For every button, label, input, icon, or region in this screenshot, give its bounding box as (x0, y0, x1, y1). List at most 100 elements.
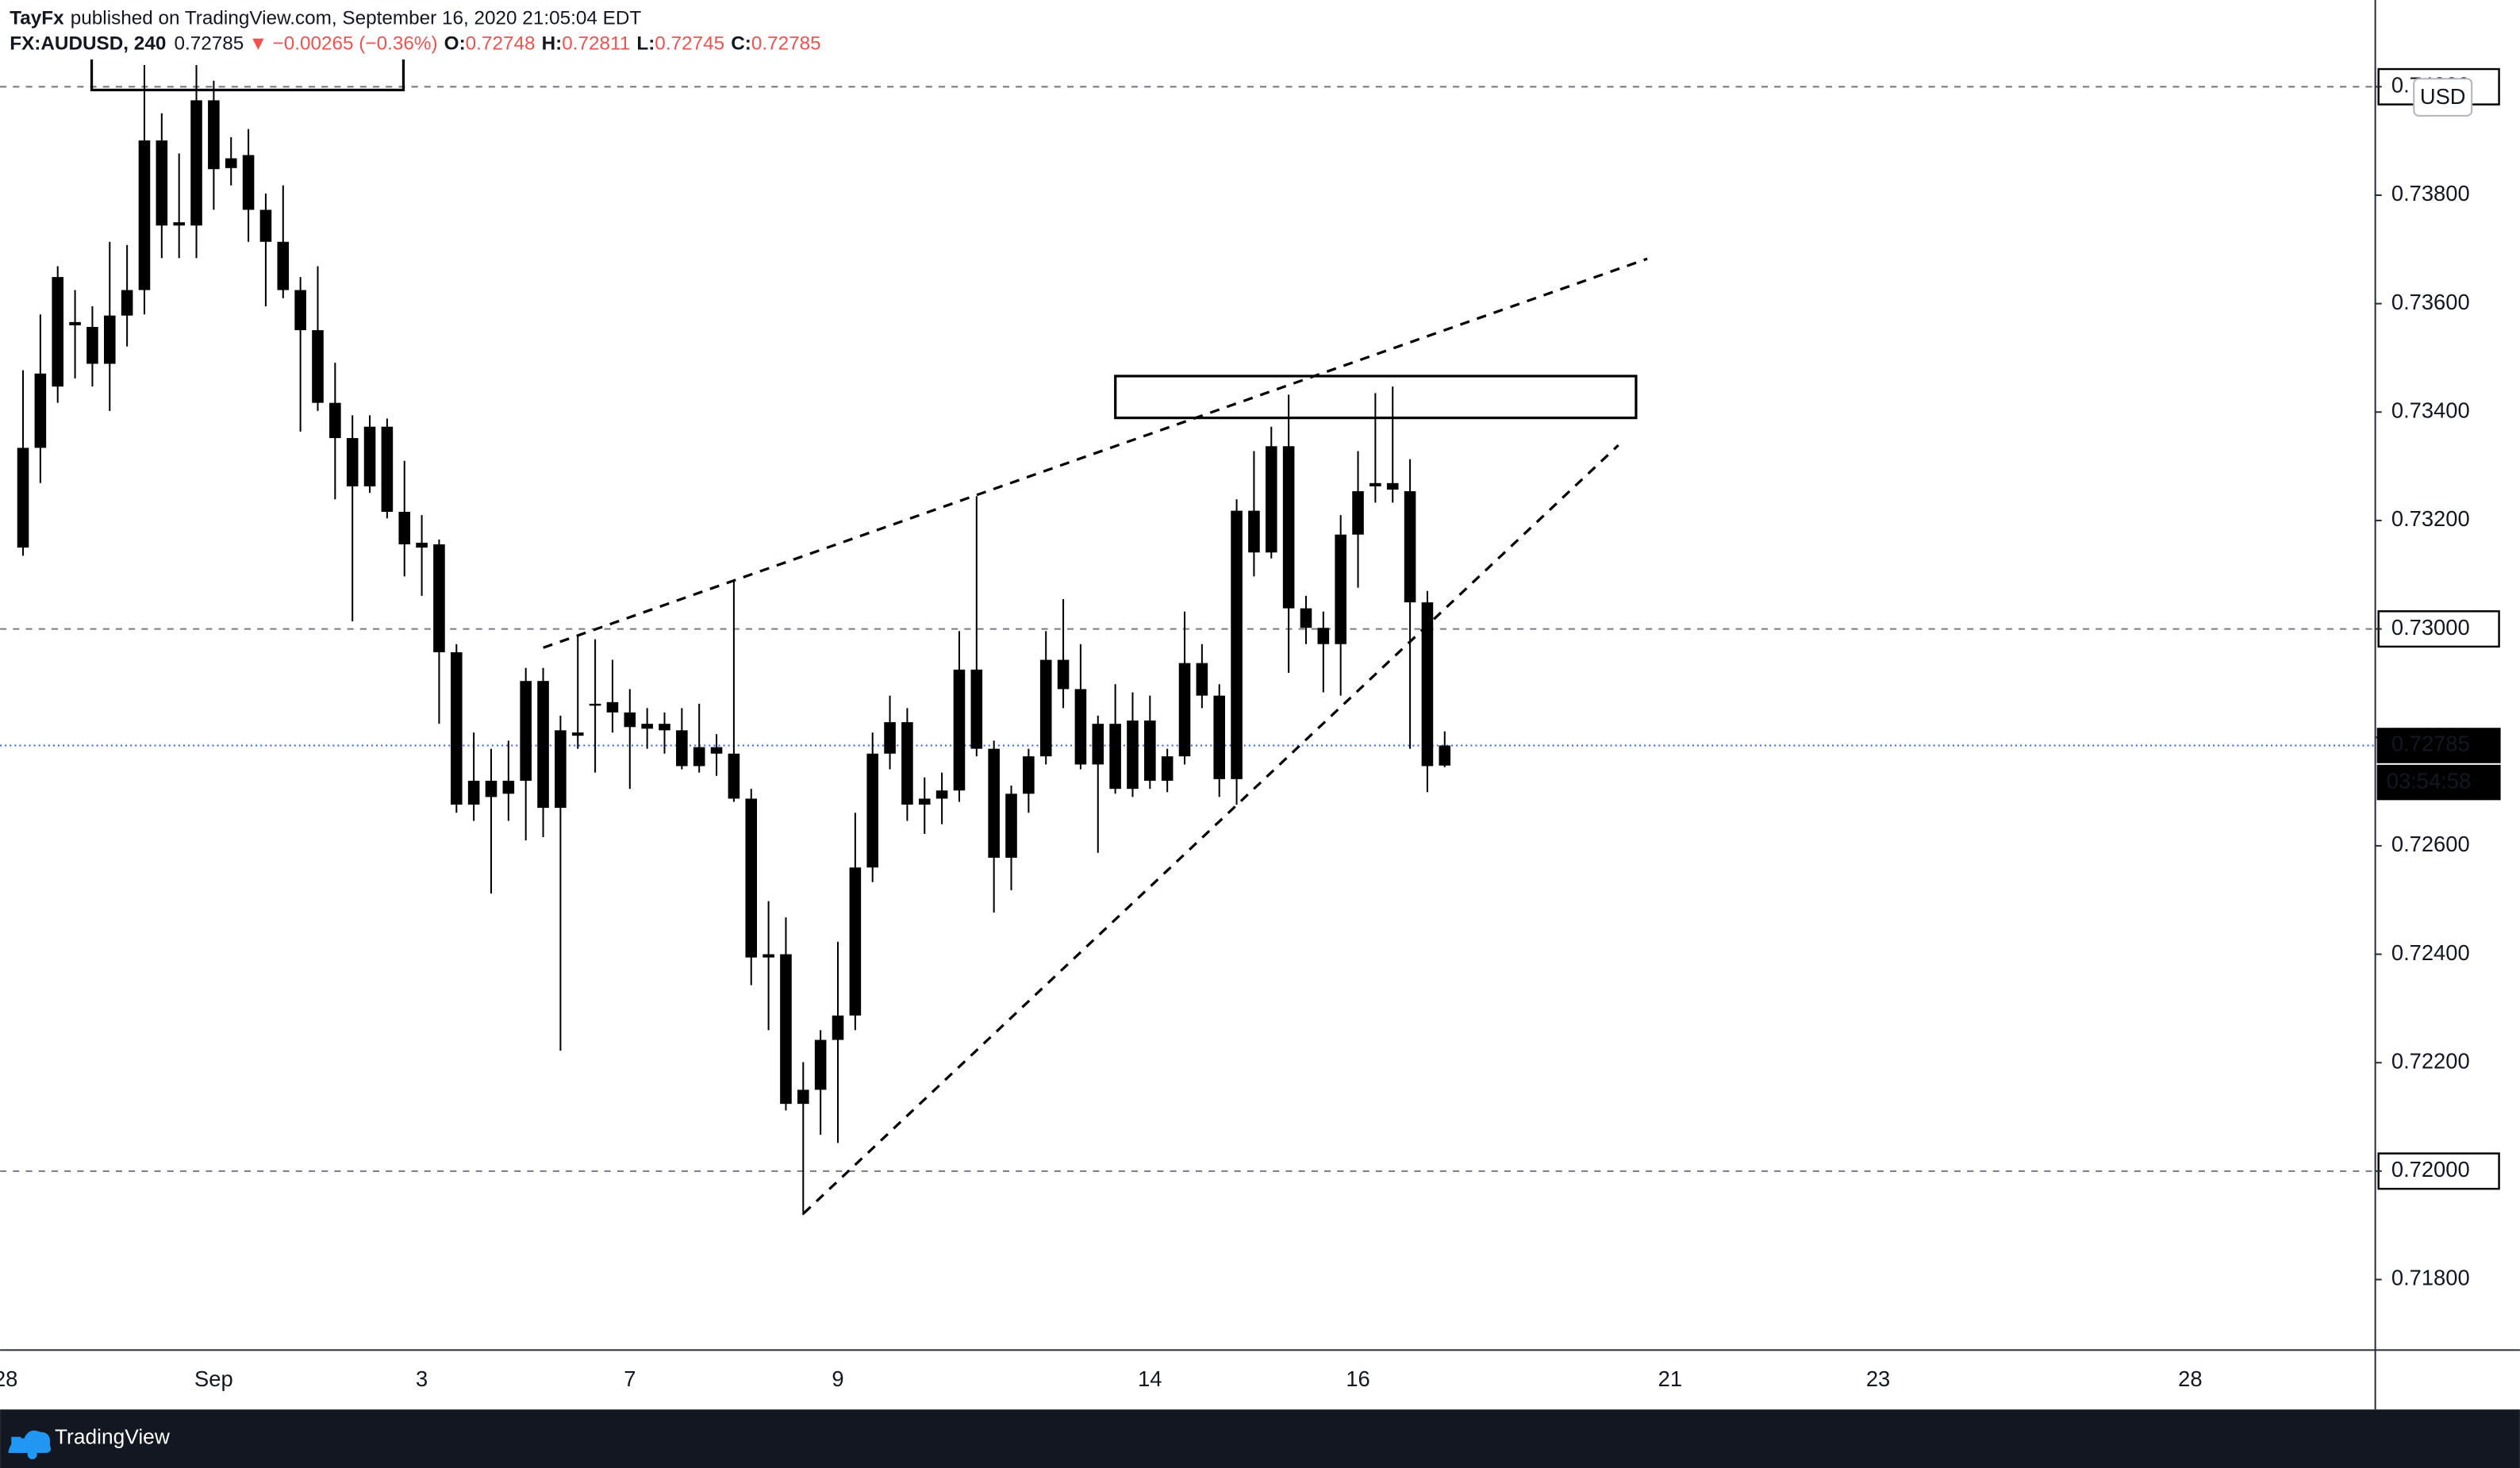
candle-body (676, 730, 688, 767)
last-price: 0.72785 (174, 33, 244, 55)
x-tick-label: 28 (0, 1366, 17, 1391)
candle-body (363, 426, 376, 486)
candle-body (1127, 721, 1139, 790)
candle-body (1057, 659, 1070, 690)
candle-body (312, 330, 324, 403)
legend-line: FX:AUDUSD, 240 0.72785 ▼ −0.00265 (−0.36%) O… (10, 33, 820, 55)
candle-body (728, 753, 740, 799)
x-tick-label: Sep (194, 1366, 233, 1391)
trend-line (543, 257, 1648, 649)
candle-body (346, 438, 359, 486)
x-tick-label: 9 (832, 1366, 843, 1391)
y-tick-label: 0.73800 (2391, 181, 2470, 206)
y-tick-label: 0.73000 (2391, 615, 2470, 640)
close-value: 0.72785 (751, 33, 821, 55)
candle-body (103, 315, 116, 364)
footer-brand: TradingView (55, 1425, 171, 1449)
footer-logo-cloud (8, 1430, 52, 1453)
candle-body (1092, 724, 1104, 765)
candle-body (1386, 482, 1399, 490)
countdown: 03:54:58 (2387, 768, 2471, 793)
candle-body (242, 155, 255, 210)
y-tick-label: 0.72000 (2391, 1157, 2470, 1182)
candle-body (884, 722, 896, 754)
candle-body (416, 542, 428, 548)
y-tick-label: 0.73600 (2391, 290, 2470, 314)
candle-body (953, 669, 966, 791)
candle-body (1039, 659, 1052, 757)
candle-body (225, 158, 237, 168)
candle-body (970, 669, 983, 749)
candle-body (988, 748, 1000, 858)
price-line-label-box (2377, 1152, 2500, 1190)
change-arrow: ▼ (248, 33, 267, 55)
footer (0, 1409, 2520, 1468)
x-tick-label: 7 (624, 1366, 636, 1391)
candle-body (693, 747, 705, 767)
candle-body (190, 100, 202, 226)
candle-body (763, 954, 774, 958)
candle-body (1196, 663, 1208, 696)
currency[interactable]: USD (2420, 84, 2466, 109)
x-tick-label: 28 (2178, 1366, 2202, 1391)
candle-body (1404, 491, 1416, 603)
x-tick-label: 21 (1658, 1366, 1682, 1391)
candle-body (606, 701, 619, 713)
candle-body (34, 373, 47, 448)
candle-body (1074, 689, 1087, 765)
candle-body (1161, 756, 1174, 781)
currency-button[interactable]: USD (2413, 78, 2473, 117)
candle-body (814, 1040, 827, 1090)
candle-body (121, 290, 133, 316)
candle-body (745, 798, 758, 958)
candle-body (832, 1015, 844, 1040)
candle-body (1352, 491, 1364, 535)
candle-body (1144, 721, 1156, 781)
y-tick-label: 0.72400 (2391, 940, 2470, 965)
currency-box[interactable] (2413, 78, 2473, 117)
axes: 0.71800 0.72000 0.72200 0.72400 0.72600 0.728… (0, 0, 2520, 1410)
x-tick-label: 16 (1346, 1366, 1369, 1391)
candle-body (537, 681, 549, 809)
x-tick-label: 14 (1138, 1366, 1162, 1391)
candle-body (173, 222, 185, 226)
close-label: C: (731, 33, 751, 55)
open-value: 0.72748 (466, 33, 536, 55)
price-lines (0, 86, 2376, 1172)
candle-body (277, 241, 290, 290)
candle-body (1178, 663, 1191, 757)
candle-body (1369, 482, 1381, 486)
candle-body (571, 732, 584, 736)
change: −0.00265 (−0.36%) (273, 33, 438, 55)
y-tick-label: 0.73200 (2391, 506, 2470, 531)
high-value: 0.72811 (562, 33, 630, 55)
candle-body (555, 730, 567, 809)
candle-body (1005, 794, 1017, 858)
candle-body (1421, 602, 1434, 767)
candle-body (69, 321, 81, 325)
candle-body (138, 140, 151, 290)
candle-body (1317, 628, 1330, 644)
header-line: TayFx published on TradingView.com, Septe… (10, 8, 641, 29)
candle-body (208, 100, 220, 170)
candle-body (1265, 446, 1277, 553)
candle-body (294, 290, 306, 331)
x-tick-label: 3 (416, 1366, 428, 1391)
candle-body (901, 722, 913, 805)
candle-body (1213, 695, 1226, 779)
open-label: O: (444, 33, 466, 55)
candle-body (1109, 724, 1121, 790)
candle-body (624, 712, 636, 728)
candle-body (1282, 446, 1295, 609)
countdown-box (2376, 764, 2501, 801)
candle-body (381, 426, 394, 513)
last-price-box (2376, 728, 2501, 763)
candle-body (918, 798, 931, 805)
last-price-label: 0.72785 (2391, 732, 2470, 756)
header-background (0, 0, 2376, 60)
author: TayFx (10, 8, 64, 29)
candles (17, 64, 1451, 1216)
candle-body (86, 327, 98, 364)
